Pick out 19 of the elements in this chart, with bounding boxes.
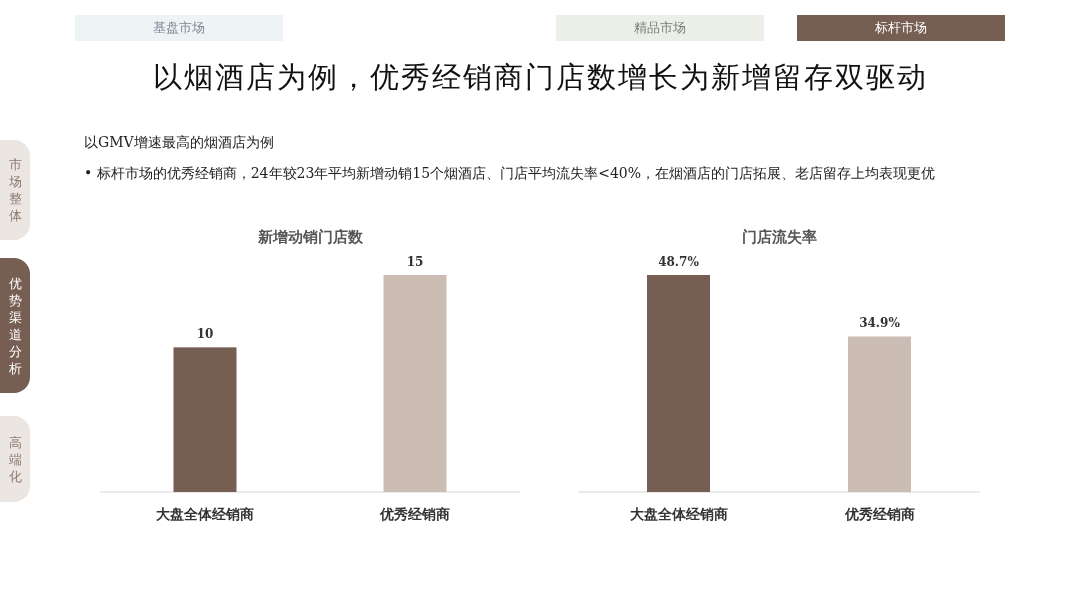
x-tick-label: 优秀经销商 [379, 506, 450, 522]
text: 精品市场 [556, 15, 764, 41]
x-tick-label: 大盘全体经销商 [629, 506, 728, 522]
text: 优势渠道分析 [8, 274, 22, 377]
text: 标杆市场 [797, 15, 1005, 41]
text: 以烟酒店为例，优秀经销商门店数增长为新增留存双驱动 [151, 59, 929, 96]
data-label: 34.9% [859, 316, 901, 331]
chart-title: 新增动销门店数 [256, 228, 364, 246]
x-tick-label: 大盘全体经销商 [156, 506, 254, 522]
text: 以GMV增速最高的烟酒店为例 [84, 134, 274, 152]
text: 基盘市场 [75, 15, 283, 41]
data-label: 10 [196, 327, 214, 342]
chart-title: 门店流失率 [741, 228, 817, 246]
data-label: 15 [406, 255, 424, 269]
text: 高端化 [8, 433, 22, 485]
data-label: 48.7% [658, 255, 700, 269]
x-tick-label: 优秀经销商 [843, 506, 915, 522]
text: 市场整体 [8, 156, 22, 224]
text: • 标杆市场的优秀经销商，24年较23年平均新增动销15个烟酒店、门店平均流失率<40%，在烟酒店的门店拓展、老店留存上均表现更优 [84, 164, 936, 183]
